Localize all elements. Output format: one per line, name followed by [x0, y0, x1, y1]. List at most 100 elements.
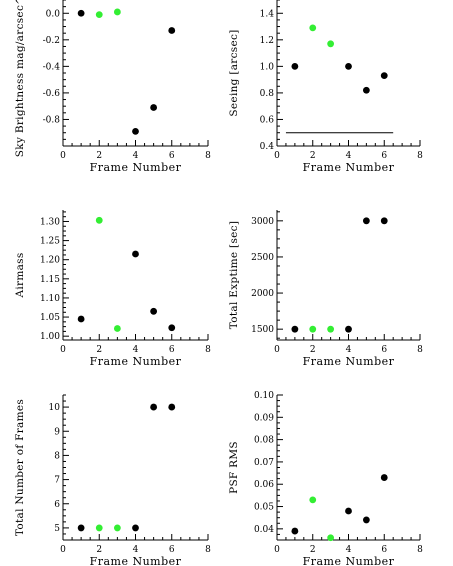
- x-tick-label: 6: [381, 345, 387, 355]
- panel-total-exptime: Total Exptime [sec] Frame Number 0 2 4 6 8 15…: [228, 210, 423, 368]
- x-tick-label: 0: [274, 545, 280, 555]
- data-point: [95, 524, 103, 532]
- y-tick-label: 0.10: [254, 391, 274, 401]
- data-point: [113, 8, 121, 16]
- y-tick-label: 10: [49, 403, 61, 413]
- x-tick-label: 6: [381, 151, 387, 161]
- x-tick-label: 8: [205, 545, 211, 555]
- y-tick-label: 9: [54, 427, 60, 437]
- data-point: [291, 527, 299, 535]
- data-point: [327, 40, 335, 48]
- x-axis-label: Frame Number: [90, 161, 182, 174]
- x-tick-label: 0: [60, 151, 66, 161]
- data-point: [345, 62, 352, 70]
- x-tick-label: 2: [310, 345, 316, 355]
- y-tick-label: 0.07: [254, 458, 274, 468]
- data-point: [291, 62, 299, 70]
- y-tick-label: 0.08: [254, 436, 274, 446]
- y-tick-label: 1.4: [260, 9, 275, 19]
- x-tick-label: 2: [96, 545, 102, 555]
- x-tick-label: 6: [169, 345, 175, 355]
- data-point: [168, 27, 176, 34]
- x-axis-label: Frame Number: [303, 161, 395, 174]
- x-tick-label: 0: [60, 345, 66, 355]
- panel-seeing: Seeing [arcsec] Frame Number 0 2 4 6 8 0.4 0.6…: [228, 0, 423, 174]
- y-tick-label: 6: [54, 500, 60, 510]
- y-tick-label: 1.10: [40, 294, 60, 304]
- y-tick-label: 1.20: [40, 256, 60, 266]
- x-tick-label: 4: [133, 151, 139, 161]
- data-point: [362, 516, 370, 524]
- data-point: [362, 86, 370, 94]
- x-tick-label: 4: [133, 545, 139, 555]
- data-point: [168, 324, 176, 332]
- data-point: [113, 325, 121, 332]
- y-tick-label: 1.0: [260, 62, 275, 72]
- x-tick-label: 8: [417, 545, 423, 555]
- y-tick-label: -0.2: [43, 36, 60, 46]
- y-tick-label: 1.00: [40, 332, 60, 342]
- y-tick-label: 5: [54, 524, 60, 534]
- data-point: [95, 11, 103, 18]
- data-point: [327, 534, 335, 542]
- x-tick-label: 2: [310, 545, 316, 555]
- data-point: [132, 524, 139, 532]
- y-tick-label: 2500: [251, 253, 274, 263]
- data-point: [132, 250, 139, 258]
- y-tick-label: 2000: [251, 289, 274, 299]
- x-tick-label: 8: [417, 345, 423, 355]
- data-point: [345, 325, 352, 333]
- data-point: [309, 325, 317, 333]
- x-tick-label: 2: [96, 345, 102, 355]
- data-point: [291, 325, 299, 333]
- y-tick-label: 0.8: [260, 89, 275, 99]
- y-tick-label: 0.05: [254, 503, 274, 513]
- data-point: [168, 403, 176, 411]
- y-tick-label: 7: [54, 476, 60, 486]
- y-tick-label: 1.05: [40, 313, 60, 323]
- data-point: [362, 217, 370, 225]
- x-tick-label: 0: [274, 151, 280, 161]
- x-tick-label: 8: [205, 345, 211, 355]
- y-tick-label: -0.6: [43, 89, 61, 99]
- y-tick-label: 0.6: [260, 115, 275, 125]
- x-tick-label: 0: [60, 545, 66, 555]
- x-axis-label: Frame Number: [90, 555, 182, 566]
- y-axis-label: Seeing [arcsec]: [228, 29, 240, 116]
- panel-sky-brightness: Sky Brightness mag/arcsec^2 Frame Number…: [14, 0, 211, 174]
- x-tick-label: 8: [205, 151, 211, 161]
- y-axis-label: PSF RMS: [228, 441, 240, 494]
- data-point: [380, 72, 388, 80]
- data-point: [77, 315, 85, 323]
- y-axis-label: Airmass: [14, 252, 26, 298]
- x-tick-label: 4: [346, 545, 352, 555]
- y-tick-label: 8: [54, 451, 60, 461]
- data-point: [380, 217, 388, 225]
- y-tick-label: 1.15: [40, 275, 60, 285]
- data-point: [150, 104, 158, 111]
- x-tick-label: 0: [274, 345, 280, 355]
- y-tick-label: 3000: [251, 217, 274, 227]
- y-tick-label: 1.25: [40, 237, 60, 247]
- panel-total-number-of-frames: Total Number of Frames Frame Number 0 2 4 6…: [14, 394, 211, 566]
- data-point: [77, 524, 85, 532]
- x-axis-label: Frame Number: [303, 355, 395, 368]
- y-tick-label: 0.06: [254, 480, 274, 490]
- x-tick-label: 4: [346, 151, 352, 161]
- data-point: [95, 216, 103, 224]
- data-point: [150, 403, 158, 411]
- x-axis-label: Frame Number: [303, 555, 395, 566]
- x-tick-label: 6: [169, 151, 175, 161]
- data-point: [150, 307, 158, 315]
- y-tick-label: 1500: [251, 325, 274, 335]
- x-axis-label: Frame Number: [90, 355, 182, 368]
- x-tick-label: 4: [346, 345, 352, 355]
- x-tick-label: 6: [381, 545, 387, 555]
- y-tick-label: -0.4: [43, 62, 61, 72]
- data-point: [309, 496, 317, 504]
- x-tick-label: 2: [96, 151, 102, 161]
- y-tick-label: 1.30: [40, 217, 60, 227]
- y-tick-label: 0.4: [260, 142, 275, 152]
- panel-airmass: Airmass Frame Number 0 2 4 6 8 1.00 1.05 1.10 1.…: [14, 210, 211, 368]
